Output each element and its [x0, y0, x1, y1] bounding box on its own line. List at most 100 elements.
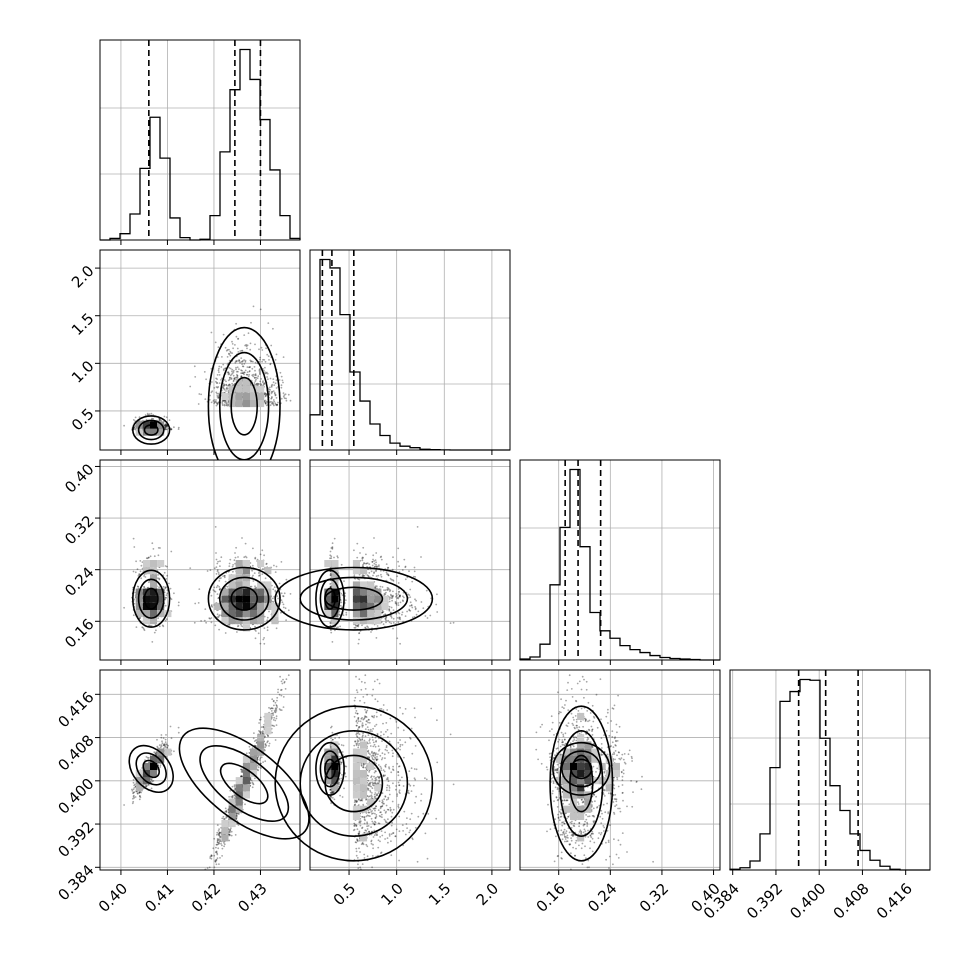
sample-point: [329, 550, 332, 553]
sample-point: [436, 611, 439, 613]
sample-point: [276, 403, 279, 406]
sample-point: [253, 382, 256, 384]
sample-point: [357, 642, 360, 645]
sample-point: [268, 394, 271, 396]
sample-point: [217, 395, 220, 397]
sample-point: [329, 557, 331, 560]
sample-point: [375, 565, 378, 568]
sample-point: [249, 366, 252, 368]
density-cell: [250, 400, 258, 408]
sample-point: [413, 566, 416, 569]
sample-point: [282, 395, 285, 398]
sample-point: [284, 607, 287, 610]
sample-point: [384, 618, 387, 621]
sample-point: [385, 571, 388, 574]
sample-point: [272, 399, 275, 401]
sample-point: [173, 426, 175, 429]
sample-point: [270, 384, 273, 387]
sample-point: [276, 595, 279, 597]
sample-point: [375, 637, 378, 639]
sample-point: [411, 606, 414, 609]
sample-point: [132, 614, 135, 617]
sample-point: [177, 428, 180, 430]
sample-point: [242, 365, 245, 368]
sample-point: [212, 589, 215, 591]
sample-point: [229, 367, 232, 370]
sample-point: [198, 588, 201, 590]
sample-point: [254, 557, 257, 560]
sample-point: [270, 386, 273, 388]
sample-point: [248, 370, 251, 373]
density-cell: [250, 610, 258, 618]
sample-point: [340, 601, 343, 604]
sample-point: [258, 348, 260, 351]
sample-point: [330, 631, 333, 634]
sample-point: [215, 401, 218, 403]
sample-point: [197, 403, 200, 405]
sample-point: [250, 585, 253, 588]
sample-point: [158, 418, 161, 421]
sample-point: [231, 340, 233, 343]
sample-point: [218, 382, 221, 384]
sample-point: [257, 375, 260, 378]
sample-point: [361, 624, 363, 627]
sample-point: [200, 620, 203, 622]
sample-point: [275, 397, 278, 399]
sample-point: [229, 354, 232, 357]
sample-point: [218, 371, 220, 373]
sample-point: [388, 588, 390, 591]
sample-point: [246, 371, 249, 373]
sample-point: [345, 613, 348, 616]
sample-point: [165, 618, 168, 621]
sample-point: [345, 611, 348, 614]
sample-point: [373, 571, 375, 574]
density-cell: [157, 560, 165, 568]
sample-point: [228, 348, 230, 351]
sample-point: [278, 582, 281, 585]
sample-point: [241, 537, 243, 539]
sample-point: [415, 599, 417, 602]
sample-point: [359, 552, 361, 554]
sample-point: [143, 586, 146, 589]
sample-point: [280, 561, 283, 563]
sample-point: [265, 372, 268, 375]
sample-point: [266, 372, 269, 375]
sample-point: [219, 587, 222, 590]
sample-point: [231, 368, 234, 371]
sample-point: [266, 629, 269, 632]
sample-point: [228, 373, 231, 375]
sample-point: [217, 392, 220, 395]
sample-point: [266, 371, 268, 374]
sample-point: [170, 598, 173, 601]
sample-point: [388, 605, 391, 608]
sample-point: [194, 376, 197, 378]
sample-point: [254, 374, 256, 376]
sample-point: [164, 426, 167, 428]
sample-point: [215, 566, 218, 568]
sample-point: [254, 585, 256, 588]
sample-point: [355, 625, 357, 627]
sample-point: [236, 631, 238, 633]
sample-point: [215, 402, 218, 405]
sample-point: [343, 580, 345, 582]
sample-point: [280, 592, 283, 595]
sample-point: [234, 361, 237, 364]
sample-point: [289, 593, 292, 595]
sample-point: [282, 356, 285, 358]
sample-point: [234, 552, 236, 554]
sample-point: [164, 586, 167, 589]
sample-point: [391, 568, 394, 571]
sample-point: [231, 565, 234, 568]
sample-point: [254, 625, 256, 628]
sample-point: [243, 373, 245, 376]
sample-point: [265, 404, 268, 407]
sample-point: [264, 366, 266, 369]
sample-point: [238, 368, 240, 370]
sample-point: [235, 376, 238, 379]
sample-point: [223, 575, 226, 577]
sample-point: [240, 372, 243, 375]
sample-point: [252, 373, 255, 376]
sample-point: [413, 570, 416, 573]
sample-point: [272, 381, 275, 384]
sample-point: [243, 363, 246, 365]
